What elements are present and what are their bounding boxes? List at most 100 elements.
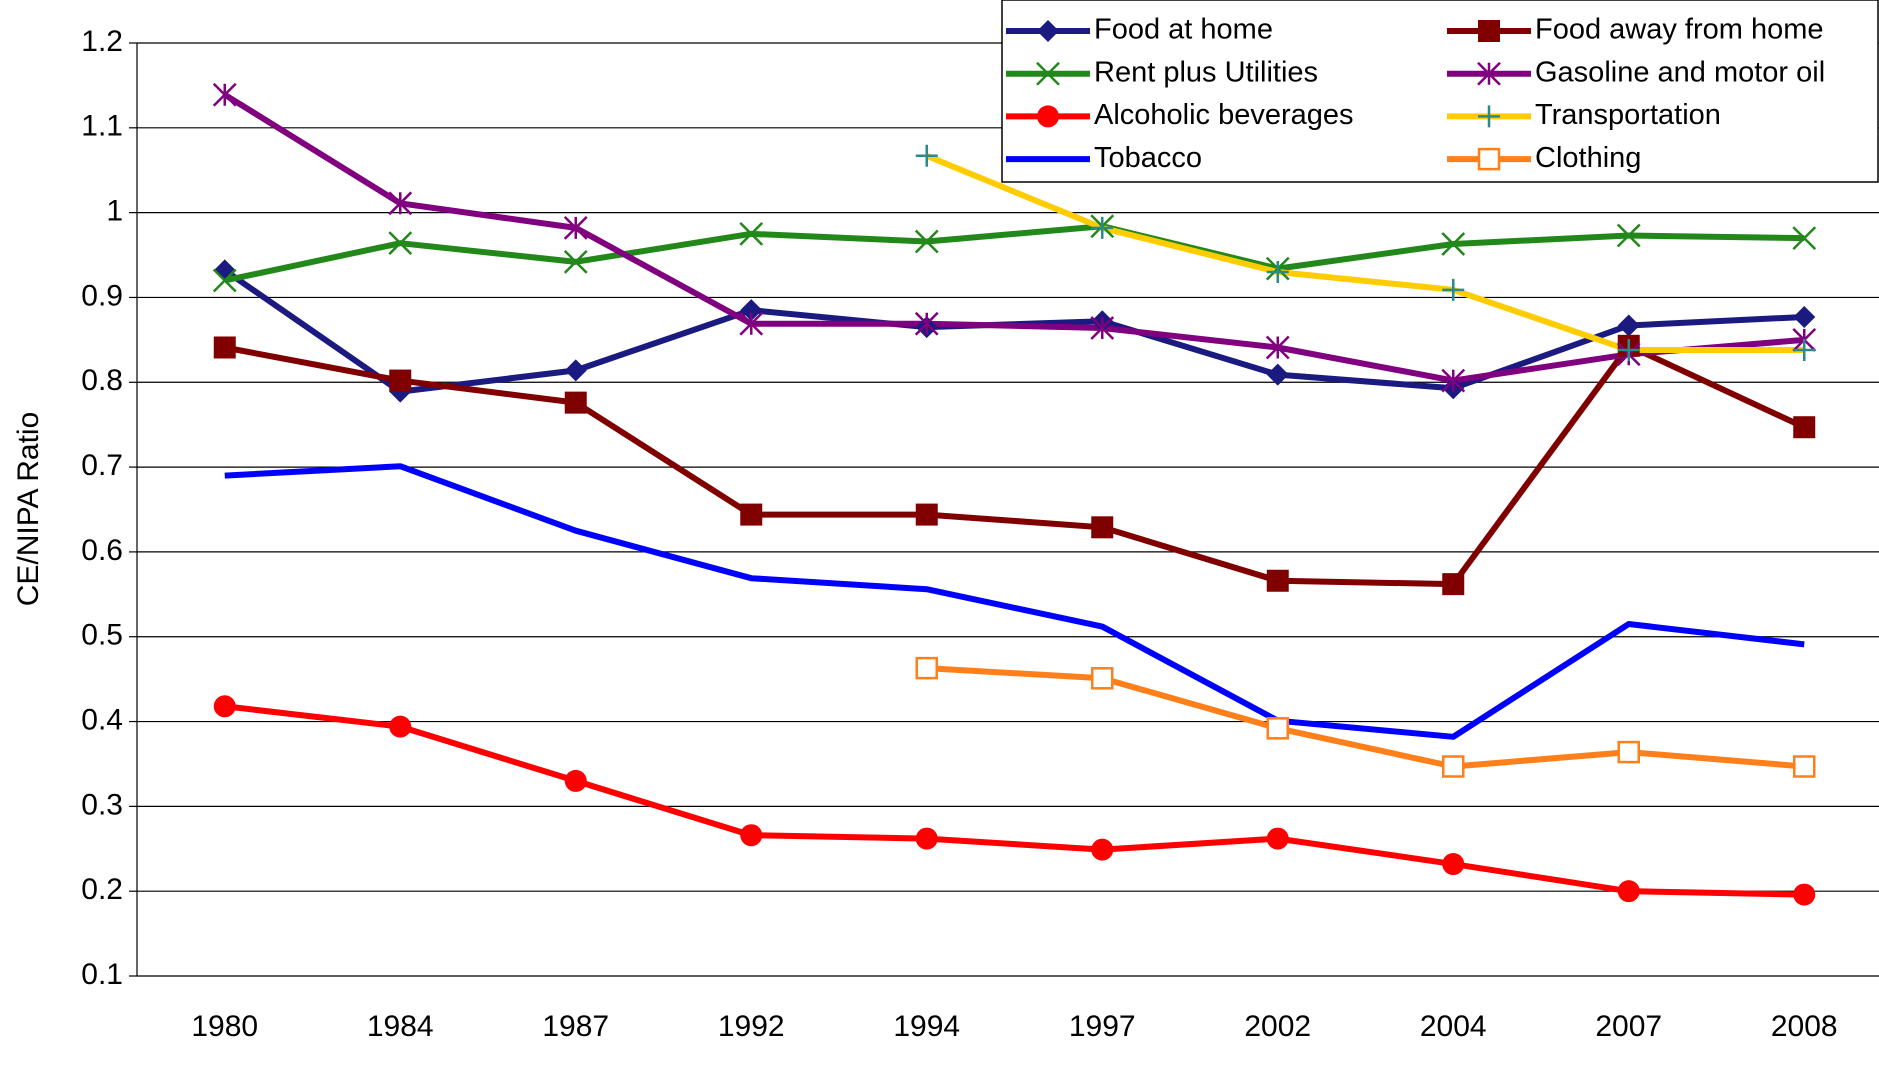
marker [389, 715, 412, 738]
marker [1477, 147, 1501, 171]
y-tick-label: 0.4 [81, 703, 123, 736]
legend-label: Food at home [1094, 14, 1273, 46]
marker [1442, 755, 1465, 778]
y-tick-label: 0.1 [81, 958, 123, 991]
x-tick-label: 1994 [893, 1010, 960, 1043]
legend-label: Clothing [1535, 142, 1641, 174]
marker [740, 824, 763, 847]
x-tick-label: 1980 [191, 1010, 258, 1043]
x-tick-label: 2007 [1595, 1010, 1662, 1043]
marker [1793, 305, 1816, 328]
legend-label: Tobacco [1094, 142, 1202, 174]
marker [212, 82, 237, 107]
y-tick-label: 1 [106, 195, 123, 228]
marker [1091, 667, 1114, 690]
marker [915, 503, 938, 526]
marker [563, 249, 588, 274]
series-line [224, 342, 1806, 588]
y-tick-label: 1.2 [81, 25, 123, 58]
marker [213, 695, 236, 718]
series-line [926, 665, 1805, 770]
y-tick-label: 0.8 [81, 364, 123, 397]
marker [1036, 61, 1060, 86]
marker [1265, 335, 1290, 360]
marker [213, 336, 236, 359]
y-tick-label: 1.1 [81, 110, 123, 143]
marker [740, 503, 763, 526]
marker [1793, 755, 1816, 778]
marker [564, 769, 587, 792]
marker [1617, 314, 1640, 337]
x-tick-label: 2004 [1420, 1010, 1487, 1043]
legend-label: Food away from home [1535, 14, 1824, 46]
x-tick-label: 2008 [1771, 1010, 1838, 1043]
marker [1793, 883, 1816, 906]
y-tick-label: 0.6 [81, 534, 123, 567]
x-tick-label: 1987 [542, 1010, 609, 1043]
y-tick-label: 0.9 [81, 279, 123, 312]
marker [915, 656, 938, 680]
x-tick-label: 1997 [1069, 1010, 1136, 1043]
marker [1037, 105, 1059, 128]
marker [1617, 880, 1640, 903]
series-line [224, 463, 1805, 740]
y-tick-label: 0.7 [81, 449, 123, 482]
marker [1442, 278, 1465, 301]
marker [1617, 339, 1640, 362]
marker [1616, 223, 1641, 248]
x-tick-label: 1984 [367, 1010, 434, 1043]
marker [914, 229, 939, 254]
marker [564, 391, 587, 414]
x-tick-label: 1992 [718, 1010, 785, 1043]
x-tick-label: 2002 [1244, 1010, 1311, 1043]
series-line [223, 92, 1805, 384]
legend-label: Rent plus Utilities [1094, 56, 1318, 88]
marker [1792, 226, 1817, 250]
series-line [224, 703, 1805, 898]
marker [1091, 216, 1114, 239]
marker [1266, 261, 1289, 284]
legend-label: Gasoline and motor oil [1535, 56, 1825, 88]
marker [1478, 105, 1500, 128]
marker [212, 268, 237, 293]
marker [1441, 368, 1466, 393]
marker [1266, 363, 1289, 386]
y-tick-label: 0.3 [81, 788, 123, 821]
y-tick-label: 0.2 [81, 873, 123, 906]
marker [915, 827, 938, 850]
marker [1266, 827, 1289, 850]
marker [1091, 838, 1114, 861]
marker [1477, 61, 1501, 86]
marker [1442, 573, 1465, 596]
legend-label: Alcoholic beverages [1094, 99, 1354, 131]
marker [740, 299, 763, 322]
marker [1037, 20, 1059, 42]
legend: Food at home Food away from home Rent plus… [1001, 0, 1879, 183]
legend-label: Transportation [1535, 99, 1721, 131]
marker [1478, 20, 1500, 42]
marker [1266, 717, 1289, 740]
marker [388, 231, 413, 256]
marker [1442, 853, 1465, 876]
marker [388, 191, 413, 216]
marker [564, 359, 587, 382]
marker [1793, 416, 1816, 439]
marker [1793, 339, 1816, 362]
y-axis-label: CE/NIPA Ratio [12, 412, 45, 607]
marker [739, 221, 764, 246]
marker [1090, 316, 1115, 340]
marker [389, 369, 412, 392]
series-line [224, 223, 1805, 284]
marker [914, 311, 939, 336]
series-line [925, 153, 1805, 354]
marker [1617, 740, 1640, 764]
marker [563, 216, 588, 240]
legend-box [1001, 0, 1879, 183]
marker [915, 144, 938, 167]
marker [1266, 569, 1289, 592]
marker [1441, 232, 1466, 256]
marker [1091, 516, 1114, 539]
y-tick-label: 0.5 [81, 619, 123, 652]
